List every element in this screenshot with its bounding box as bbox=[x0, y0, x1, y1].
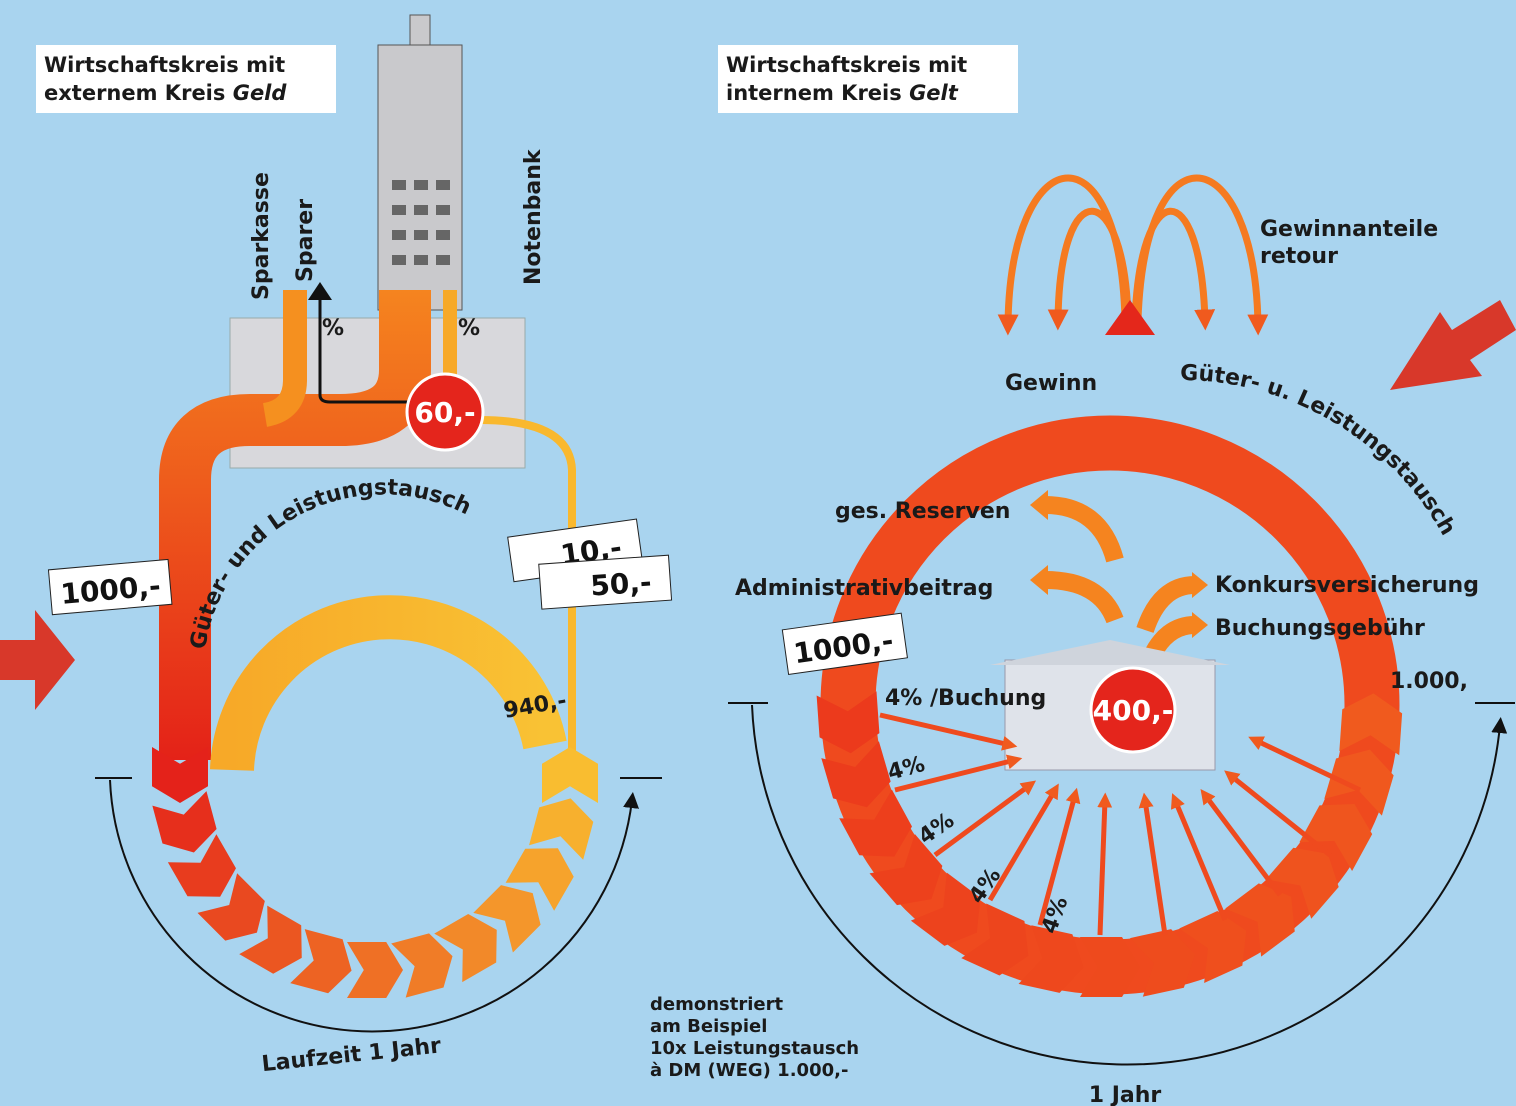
title-line: Wirtschaftskreis mit bbox=[44, 53, 285, 77]
footnote-line: demonstriert bbox=[650, 994, 783, 1015]
title-line: Wirtschaftskreis mit bbox=[726, 53, 967, 77]
sparkasse-label: Sparkasse bbox=[249, 172, 274, 300]
diagram: Wirtschaftskreis mit externem Kreis Geld… bbox=[0, 0, 1516, 1106]
percent-label: % bbox=[458, 316, 480, 341]
profit-label: Gewinn bbox=[1005, 371, 1097, 396]
title-text: externem Kreis bbox=[44, 81, 225, 105]
profit-share-label: Gewinnanteile bbox=[1260, 217, 1438, 242]
title-text: internem Kreis bbox=[726, 81, 902, 105]
reserves-label: ges. Reserven bbox=[835, 499, 1010, 524]
duration-label: 1 Jahr bbox=[1089, 1083, 1162, 1106]
booking-fee-label: Buchungsgebühr bbox=[1215, 616, 1425, 641]
percent-label: % bbox=[322, 316, 344, 341]
bank-amount: 60,- bbox=[414, 396, 475, 429]
title-line: internem Kreis Gelt bbox=[726, 81, 959, 105]
notenbank-label: Notenbank bbox=[521, 148, 546, 285]
sparer-label: Sparer bbox=[293, 199, 318, 282]
insurance-label: Konkursversicherung bbox=[1215, 573, 1479, 598]
footnote-line: à DM (WEG) 1.000,- bbox=[650, 1060, 848, 1081]
footnote-line: am Beispiel bbox=[650, 1016, 767, 1037]
interest-bottom: 50,- bbox=[589, 565, 652, 602]
profit-share-label: retour bbox=[1260, 244, 1338, 269]
title-emphasis: Geld bbox=[233, 81, 288, 105]
interest-box: 50,- bbox=[539, 555, 672, 609]
output-amount: 1.000, bbox=[1390, 669, 1468, 694]
title-emphasis: Gelt bbox=[909, 81, 959, 105]
tower bbox=[378, 45, 462, 310]
tower-top bbox=[410, 15, 430, 45]
title-line: externem Kreis Geld bbox=[44, 81, 287, 105]
footnote-line: 10x Leistungstausch bbox=[650, 1038, 859, 1059]
admin-label: Administrativbeitrag bbox=[735, 576, 993, 601]
center-amount: 400,- bbox=[1093, 694, 1174, 727]
rate-label: 4% /Buchung bbox=[885, 686, 1046, 711]
